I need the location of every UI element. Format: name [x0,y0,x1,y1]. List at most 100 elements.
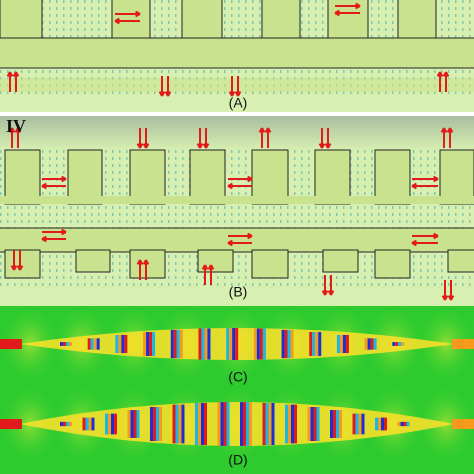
field-vector [42,213,44,216]
field-vector [63,269,65,272]
field-vector [217,276,219,279]
field-vector [56,70,58,73]
field-vector [14,283,16,286]
field-vector [357,276,359,279]
field-vector [91,283,93,286]
field-vector [77,35,79,38]
field-vector [77,7,79,10]
field-vector [420,192,422,195]
field-vector [308,262,310,265]
field-vector [343,91,345,94]
field-vector [21,283,23,286]
field-vector [336,283,338,286]
field-vector [399,91,401,94]
field-vector [364,91,366,94]
field-vector [322,213,324,216]
field-vector [252,7,254,10]
field-vector [42,269,44,272]
arrow-head [411,182,417,190]
field-vector [448,283,450,286]
field-vector [469,213,471,216]
field-vector [252,283,254,286]
field-vector [168,28,170,31]
field-vector [448,0,450,3]
field-vector [238,192,240,195]
field-vector [133,213,135,216]
field-vector [175,192,177,195]
field-vector [203,206,205,209]
field-vector [301,157,303,160]
field-vector [49,255,51,258]
field-vector [273,91,275,94]
field-vector [63,192,65,195]
field-vector [301,35,303,38]
field-vector [42,21,44,24]
field-vector [63,0,65,3]
field-vector [343,70,345,73]
field-vector [427,213,429,216]
field-vector [175,283,177,286]
field-vector [441,213,443,216]
field-vector [168,255,170,258]
field-vector [413,171,415,174]
field-vector [315,262,317,265]
field-vector [56,35,58,38]
field-vector [371,164,373,167]
field-spot [268,402,272,446]
field-vector [0,70,2,73]
field-vector [469,7,471,10]
field-vector [98,283,100,286]
field-vector [98,7,100,10]
field-vector [357,157,359,160]
field-vector [105,150,107,153]
field-vector [294,70,296,73]
field-spot [226,328,230,360]
comb-finger [447,249,474,273]
field-vector [315,0,317,3]
field-vector [294,91,296,94]
field-vector [357,70,359,73]
field-vector [350,164,352,167]
field-vector [63,21,65,24]
field-vector [119,276,121,279]
field-spot [181,404,185,444]
field-vector [112,157,114,160]
field-vector [420,164,422,167]
field-spot [223,402,227,446]
field-vector [49,91,51,94]
field-vector [315,213,317,216]
field-vector [301,276,303,279]
field-vector [119,178,121,181]
field-spot [124,334,128,354]
field-vector [224,35,226,38]
field-vector [294,157,296,160]
field-vector [294,220,296,223]
field-vector [245,0,247,3]
field-vector [161,21,163,24]
field-spot [69,421,72,427]
field-vector [385,70,387,73]
field-vector [301,269,303,272]
field-vector [301,171,303,174]
field-spot [105,413,108,435]
field-vector [252,14,254,17]
comb-finger [129,149,166,205]
field-vector [49,7,51,10]
field-spot [153,406,156,442]
field-vector [105,21,107,24]
field-vector [413,206,415,209]
field-vector [168,269,170,272]
field-vector [70,276,72,279]
field-vector [273,206,275,209]
comb-finger [439,149,474,205]
field-vector [301,28,303,31]
field-vector [448,276,450,279]
field-vector [168,171,170,174]
field-vector [469,28,471,31]
field-vector [441,21,443,24]
field-vector [77,213,79,216]
field-vector [245,157,247,160]
field-vector [238,21,240,24]
field-vector [259,35,261,38]
field-vector [259,14,261,17]
